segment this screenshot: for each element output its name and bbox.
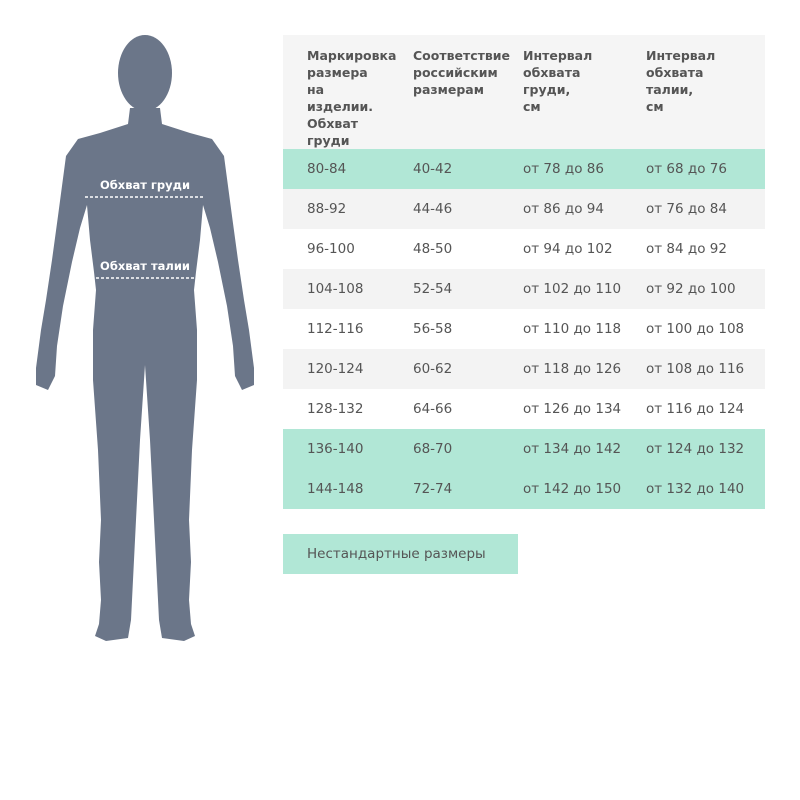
head: [118, 35, 172, 111]
russian-size-cell: 56-58: [413, 321, 453, 337]
chest-range-cell: от 86 до 94: [523, 201, 604, 217]
table-row: 112-116 56-58 от 110 до 118 от 100 до 108: [283, 309, 765, 349]
waist-range-cell: от 132 до 140: [646, 481, 745, 497]
waist-range-cell: от 124 до 132: [646, 441, 745, 457]
size-marking-cell: 112-116: [307, 321, 364, 337]
russian-size-cell: 68-70: [413, 441, 453, 457]
russian-size-cell: 72-74: [413, 481, 453, 497]
body: [36, 108, 254, 641]
table-row: 128-132 64-66 от 126 до 134 от 116 до 124: [283, 389, 765, 429]
russian-size-cell: 64-66: [413, 401, 453, 417]
table-row: 120-124 60-62 от 118 до 126 от 108 до 116: [283, 349, 765, 389]
russian-size-cell: 40-42: [413, 161, 453, 177]
header-waist-range: Интервал обхвата талии, см: [646, 48, 716, 114]
waist-range-cell: от 100 до 108: [646, 321, 745, 337]
waist-range-cell: от 76 до 84: [646, 201, 727, 217]
size-marking-cell: 136-140: [307, 441, 364, 457]
chest-range-cell: от 134 до 142: [523, 441, 622, 457]
chest-range-cell: от 94 до 102: [523, 241, 613, 257]
waist-range-cell: от 116 до 124: [646, 401, 745, 417]
header-marking: Маркировка размера на изделии. Обхват гр…: [307, 48, 397, 148]
size-marking-cell: 96-100: [307, 241, 355, 257]
nonstandard-sizes-button[interactable]: Нестандартные размеры: [283, 534, 518, 574]
waist-range-cell: от 68 до 76: [646, 161, 727, 177]
size-marking-cell: 120-124: [307, 361, 364, 377]
body-silhouette: [36, 35, 254, 641]
size-marking-cell: 128-132: [307, 401, 364, 417]
waist-range-cell: от 92 до 100: [646, 281, 736, 297]
header-chest-range: Интервал обхвата груди, см: [523, 48, 593, 114]
chest-range-cell: от 110 до 118: [523, 321, 622, 337]
chest-range-cell: от 102 до 110: [523, 281, 622, 297]
russian-size-cell: 44-46: [413, 201, 453, 217]
table-row: 88-92 44-46 от 86 до 94 от 76 до 84: [283, 189, 765, 229]
table-row: 96-100 48-50 от 94 до 102 от 84 до 92: [283, 229, 765, 269]
chest-range-cell: от 78 до 86: [523, 161, 604, 177]
header-russian-size: Соответствие российским размерам: [413, 48, 511, 97]
table-row: 104-108 52-54 от 102 до 110 от 92 до 100: [283, 269, 765, 309]
russian-size-cell: 52-54: [413, 281, 453, 297]
table-header: Маркировка размера на изделии. Обхват гр…: [283, 35, 765, 149]
table-row: 144-148 72-74 от 142 до 150 от 132 до 140: [283, 469, 765, 509]
chest-range-cell: от 118 до 126: [523, 361, 622, 377]
waist-range-cell: от 108 до 116: [646, 361, 745, 377]
size-marking-cell: 144-148: [307, 481, 364, 497]
russian-size-cell: 48-50: [413, 241, 453, 257]
chest-range-cell: от 142 до 150: [523, 481, 622, 497]
size-table: Маркировка размера на изделии. Обхват гр…: [283, 35, 765, 509]
waist-range-cell: от 84 до 92: [646, 241, 727, 257]
size-marking-cell: 88-92: [307, 201, 347, 217]
chest-label: Обхват груди: [99, 178, 190, 192]
size-marking-cell: 80-84: [307, 161, 347, 177]
size-marking-cell: 104-108: [307, 281, 364, 297]
russian-size-cell: 60-62: [413, 361, 453, 377]
table-row: 136-140 68-70 от 134 до 142 от 124 до 132: [283, 429, 765, 469]
chest-range-cell: от 126 до 134: [523, 401, 622, 417]
table-row: 80-84 40-42 от 78 до 86 от 68 до 76: [283, 149, 765, 189]
waist-label: Обхват талии: [100, 259, 190, 273]
